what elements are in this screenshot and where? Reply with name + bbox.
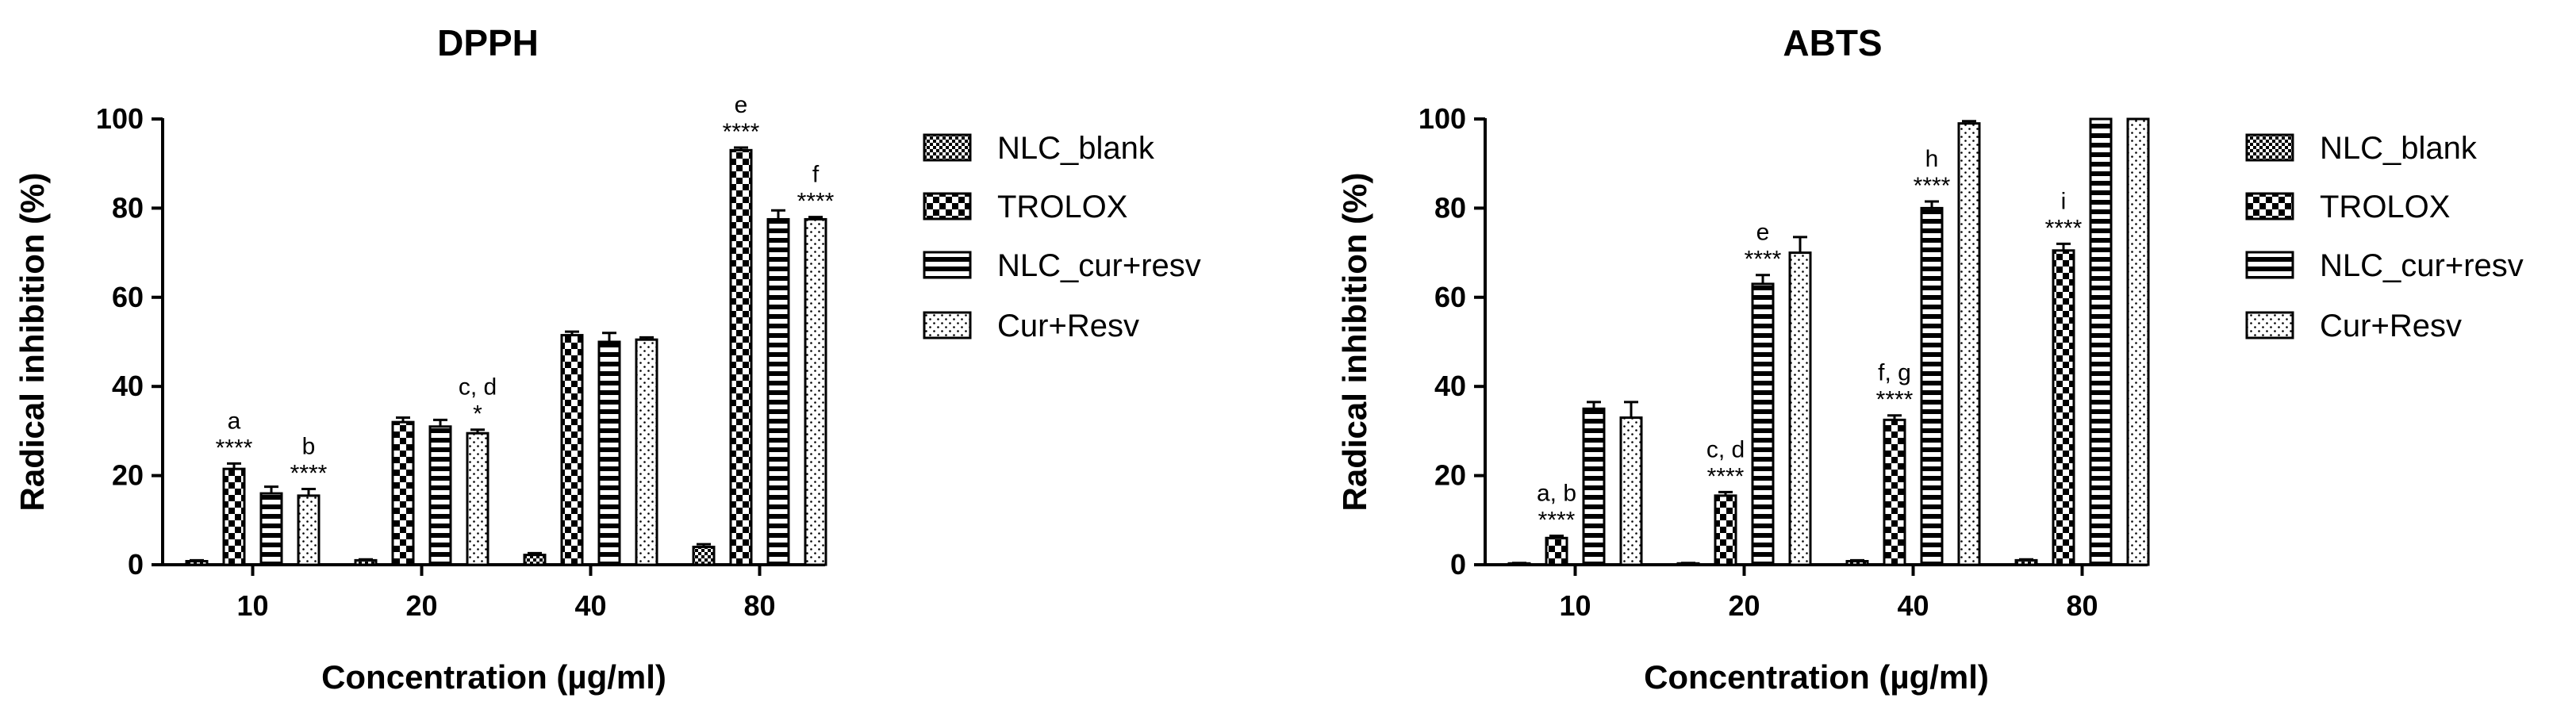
legend-swatch — [923, 133, 972, 162]
dpph-panel: DPPH 0 20 40 60 80 100 Radical inhibition (%) 10… — [13, 22, 1201, 696]
bar-nlc-cur-resv-80 — [2089, 117, 2113, 566]
x-tick-label: 80 — [2066, 589, 2098, 622]
bar-trolox-20 — [1714, 494, 1737, 566]
bar-nlc-blank-20 — [354, 558, 378, 566]
x-tick-label: 20 — [1728, 589, 1760, 622]
bar-nlc-cur-resv-10 — [1582, 407, 1606, 566]
bar-nlc-blank-10 — [185, 560, 209, 566]
bar-cur-resv-20 — [1788, 251, 1812, 566]
legend-swatch — [2245, 251, 2294, 279]
bar-nlc-cur-resv-10 — [259, 492, 283, 566]
x-tick-label: 10 — [236, 589, 268, 622]
x-tick-label: 20 — [405, 589, 437, 622]
legend-label: Cur+Resv — [2320, 309, 2462, 343]
bar-trolox-20 — [391, 420, 415, 566]
significance-stars: **** — [1538, 507, 1576, 533]
x-tick-label: 40 — [1897, 589, 1929, 622]
bar-trolox-40 — [1883, 418, 1906, 566]
x-axis-title: Concentration (µg/ml) — [321, 658, 666, 696]
abts-panel: ABTS 0 20 40 60 80 100 Radical inhibition (%) 10… — [1336, 22, 2524, 696]
bar-trolox-40 — [560, 334, 584, 566]
significance-letter: a, b — [1537, 480, 1576, 506]
y-tick-label: 100 — [1419, 102, 1466, 135]
significance-letter: c, d — [459, 374, 497, 401]
significance-stars: **** — [1876, 387, 1914, 413]
bar-nlc-cur-resv-80 — [766, 217, 790, 566]
bar-cur-resv-80 — [2126, 117, 2150, 566]
legend-label: TROLOX — [997, 190, 1127, 224]
y-tick-label: 40 — [112, 370, 144, 402]
x-tick-label: 80 — [743, 589, 775, 622]
legend-swatch — [2245, 133, 2294, 162]
y-tick-label: 20 — [112, 459, 144, 492]
legend-label: NLC_cur+resv — [997, 248, 1201, 283]
y-tick-label: 0 — [128, 548, 144, 581]
significance-letter: c, d — [1706, 436, 1745, 462]
bar-nlc-cur-resv-40 — [597, 340, 621, 566]
significance-stars: **** — [797, 189, 835, 215]
legend-label: NLC_cur+resv — [2320, 248, 2524, 283]
bar-trolox-10 — [222, 467, 246, 566]
x-axis-title: Concentration (µg/ml) — [1644, 658, 1989, 696]
legend-label: Cur+Resv — [997, 309, 1139, 343]
y-tick-label: 40 — [1434, 370, 1466, 402]
y-axis-title: Radical inhibition (%) — [13, 173, 51, 512]
x-tick-label: 40 — [574, 589, 606, 622]
bar-cur-resv-80 — [804, 217, 827, 566]
x-tick-label: 10 — [1559, 589, 1591, 622]
legend-swatch — [2245, 311, 2294, 339]
bar-nlc-cur-resv-20 — [428, 425, 452, 566]
bar-cur-resv-10 — [297, 494, 321, 566]
bar-nlc-blank-80 — [2014, 558, 2038, 566]
significance-stars: **** — [290, 460, 328, 486]
chart-title: ABTS — [1783, 22, 1882, 63]
bar-nlc-cur-resv-20 — [1751, 282, 1775, 566]
significance-stars: **** — [2045, 215, 2083, 241]
significance-stars: **** — [216, 435, 253, 461]
legend-swatch — [923, 251, 972, 279]
bar-cur-resv-10 — [1619, 416, 1643, 566]
y-tick-label: 80 — [1434, 191, 1466, 224]
bar-cur-resv-20 — [466, 431, 489, 566]
y-tick-label: 60 — [1434, 281, 1466, 313]
legend-swatch — [2245, 192, 2294, 221]
legend-swatch — [923, 311, 972, 339]
significance-letter: f, g — [1878, 360, 1911, 386]
bar-cur-resv-40 — [1957, 122, 1981, 566]
bar-nlc-blank-80 — [692, 546, 716, 566]
bar-nlc-blank-40 — [523, 554, 547, 566]
significance-stars: * — [473, 401, 482, 428]
bar-nlc-blank-40 — [1845, 560, 1869, 566]
y-tick-label: 20 — [1434, 459, 1466, 492]
significance-letter: i — [2061, 188, 2067, 214]
y-tick-label: 100 — [96, 102, 144, 135]
bar-trolox-80 — [2052, 249, 2075, 566]
legend-swatch — [923, 192, 972, 221]
significance-letter: h — [1925, 146, 1939, 172]
significance-stars: **** — [1745, 247, 1782, 273]
legend-label: NLC_blank — [997, 131, 1155, 166]
significance-letter: b — [302, 433, 316, 459]
y-tick-label: 80 — [112, 191, 144, 224]
significance-letter: f — [812, 162, 820, 188]
significance-letter: a — [228, 408, 241, 434]
bar-trolox-80 — [729, 148, 753, 566]
bar-cur-resv-40 — [635, 338, 658, 566]
chart-title: DPPH — [437, 22, 539, 63]
legend-label: NLC_blank — [2320, 131, 2478, 166]
significance-stars: **** — [1914, 173, 1951, 199]
y-tick-label: 0 — [1450, 548, 1466, 581]
bar-trolox-10 — [1545, 536, 1568, 566]
significance-stars: **** — [1707, 463, 1745, 489]
significance-stars: **** — [723, 119, 760, 145]
significance-letter: e — [1756, 220, 1770, 246]
legend-label: TROLOX — [2320, 190, 2450, 224]
significance-letter: e — [735, 92, 748, 118]
y-tick-label: 60 — [112, 281, 144, 313]
bar-nlc-cur-resv-40 — [1920, 206, 1944, 566]
y-axis-title: Radical inhibition (%) — [1336, 173, 1373, 512]
